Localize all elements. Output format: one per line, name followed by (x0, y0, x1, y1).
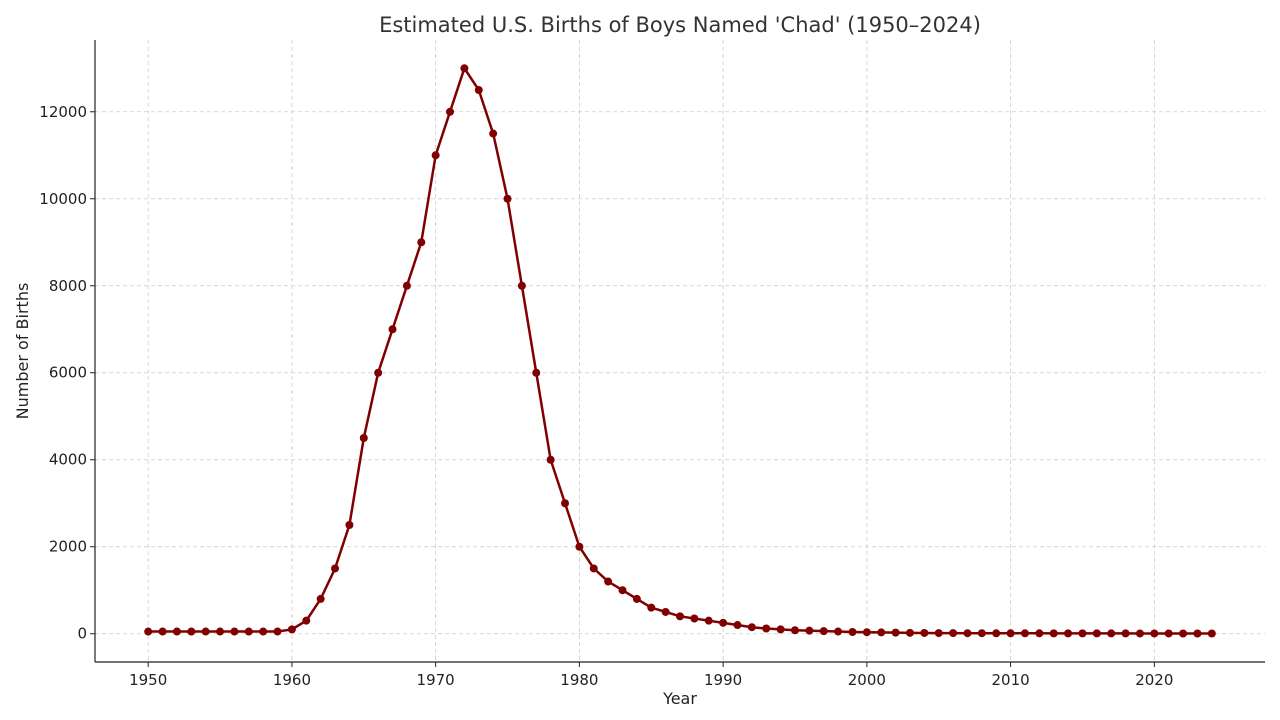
data-point (187, 627, 196, 636)
y-axis-label: Number of Births (13, 283, 32, 420)
x-tick-label: 2020 (1135, 671, 1173, 689)
data-point (316, 594, 325, 603)
data-point (345, 520, 354, 529)
y-tick-label: 10000 (39, 190, 87, 208)
data-point (331, 564, 340, 573)
data-point (977, 629, 986, 638)
y-tick-label: 2000 (49, 538, 87, 556)
data-point (905, 628, 914, 637)
data-point (733, 621, 742, 630)
data-point (388, 325, 397, 334)
data-point (790, 626, 799, 635)
data-point (503, 194, 512, 203)
data-point (618, 586, 627, 595)
data-point (719, 618, 728, 627)
data-point (431, 151, 440, 160)
data-point (949, 629, 958, 638)
x-tick-label: 1990 (704, 671, 742, 689)
data-point (172, 627, 181, 636)
data-point (1150, 629, 1159, 638)
data-point (589, 564, 598, 573)
x-tick-label: 1960 (273, 671, 311, 689)
data-point (647, 603, 656, 612)
data-point (158, 627, 167, 636)
data-point (417, 238, 426, 247)
x-tick-label: 1970 (417, 671, 455, 689)
data-point (287, 625, 296, 634)
data-point (1092, 629, 1101, 638)
data-point (632, 594, 641, 603)
data-point (661, 607, 670, 616)
data-point (963, 629, 972, 638)
data-point (920, 628, 929, 637)
data-point (862, 628, 871, 637)
series-line (144, 64, 1216, 638)
data-point (201, 627, 210, 636)
data-point (1164, 629, 1173, 638)
data-point (1135, 629, 1144, 638)
data-point (747, 623, 756, 632)
data-point (1179, 629, 1188, 638)
data-point (230, 627, 239, 636)
data-point (1207, 629, 1216, 638)
data-point (359, 433, 368, 442)
data-point (374, 368, 383, 377)
data-point (302, 616, 311, 625)
data-point (992, 629, 1001, 638)
data-point (762, 624, 771, 633)
data-point (517, 281, 526, 290)
data-point (259, 627, 268, 636)
data-point (1035, 629, 1044, 638)
data-point (776, 625, 785, 634)
grid (95, 40, 1265, 662)
data-point (676, 612, 684, 621)
data-point (690, 614, 699, 623)
data-point (1078, 629, 1087, 638)
axes: 1950 1960 1970 1980 1990 2000 2010 2020 0 2000 400… (39, 40, 1265, 689)
data-point (848, 627, 857, 636)
data-point (546, 455, 555, 464)
data-point (704, 616, 713, 625)
y-tick-label: 4000 (49, 451, 87, 469)
data-point (474, 86, 483, 95)
data-point (1064, 629, 1073, 638)
x-tick-label: 2010 (991, 671, 1029, 689)
data-line (148, 65, 1212, 635)
y-tick-label: 0 (77, 625, 87, 643)
data-point (877, 628, 886, 637)
x-tick-label: 2000 (848, 671, 886, 689)
data-point (273, 627, 282, 636)
data-point (402, 281, 411, 290)
data-point (446, 107, 455, 116)
data-point (1107, 629, 1116, 638)
data-point (1020, 629, 1029, 638)
data-point (604, 577, 613, 586)
data-point (216, 627, 225, 636)
x-tick-label: 1950 (129, 671, 167, 689)
data-point (805, 626, 814, 635)
data-point (1193, 629, 1202, 638)
data-point (460, 64, 469, 73)
chart-title: Estimated U.S. Births of Boys Named 'Cha… (379, 13, 981, 37)
data-point (934, 629, 943, 638)
data-point (575, 542, 584, 551)
x-axis-label: Year (662, 689, 697, 708)
y-tick-label: 8000 (49, 277, 87, 295)
x-tick-label: 1980 (560, 671, 598, 689)
data-point (1049, 629, 1058, 638)
y-tick-label: 6000 (49, 364, 87, 382)
data-point (1006, 629, 1015, 638)
data-point (834, 627, 843, 636)
data-point (532, 368, 541, 377)
data-point (819, 627, 828, 636)
data-point (891, 628, 900, 637)
data-point (144, 627, 153, 636)
data-point (244, 627, 253, 636)
data-point (1121, 629, 1130, 638)
data-point (489, 129, 498, 138)
y-tick-label: 12000 (39, 103, 87, 121)
data-point (561, 499, 570, 508)
